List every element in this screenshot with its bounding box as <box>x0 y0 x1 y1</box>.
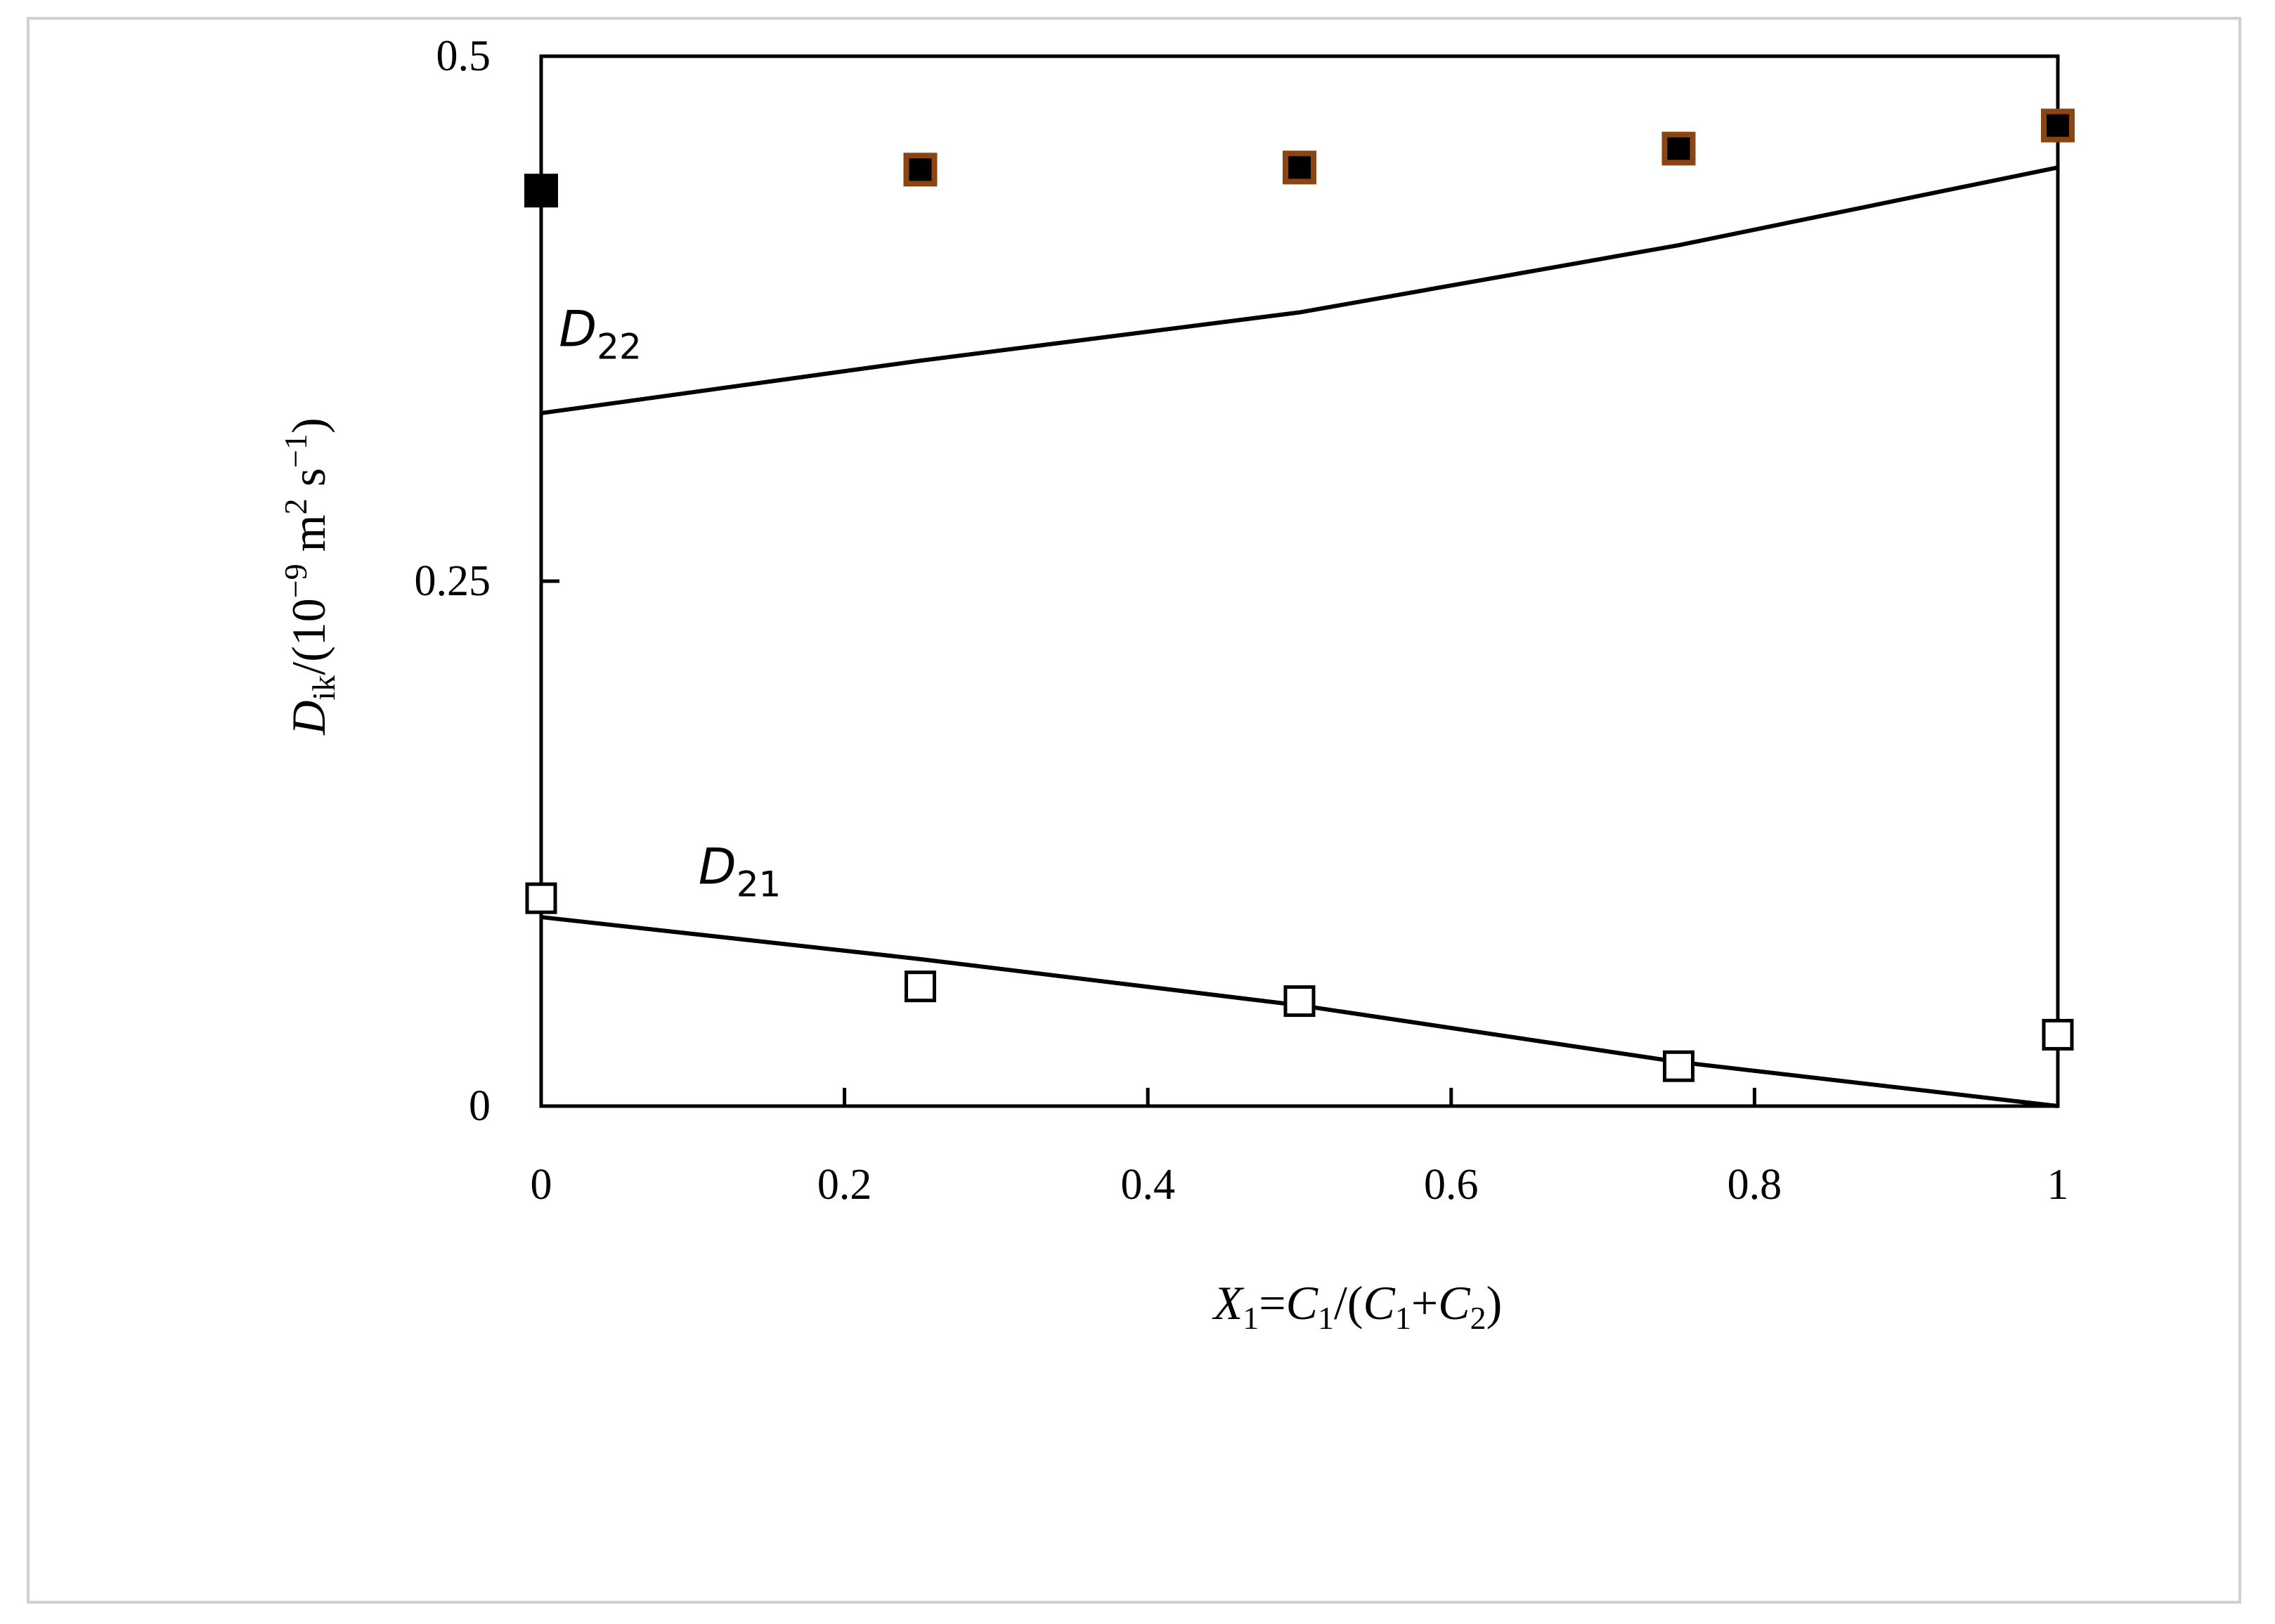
series-layer <box>524 108 2075 1108</box>
x-tick-label: 0.8 <box>1728 1161 1782 1209</box>
x-tick-label: 0.2 <box>817 1161 872 1209</box>
y-ticks: 0 0.25 0.5 <box>415 32 559 1130</box>
y-axis-title: Dik/(10−9 m2 s−1) <box>278 417 342 735</box>
y-tick-label: 0.5 <box>436 32 491 80</box>
data-point <box>2042 1018 2074 1051</box>
data-point <box>903 152 938 187</box>
annotation-layer: D22 D21 <box>559 300 781 904</box>
x-tick-label: 0.6 <box>1424 1161 1479 1209</box>
y-tick-label: 0.25 <box>415 557 491 605</box>
data-point <box>525 882 557 914</box>
x-ticks: 0 0.2 0.4 0.6 0.8 1 <box>531 1088 2069 1209</box>
figure-frame <box>27 17 2241 1604</box>
series-label: D22 <box>559 300 642 367</box>
data-point <box>524 174 558 208</box>
x-axis-title: X1=C1/(C1+C2) <box>1212 1276 1503 1336</box>
x-tick-label: 1 <box>2047 1161 2069 1209</box>
x-tick-label: 0.4 <box>1120 1161 1175 1209</box>
series-label: D21 <box>699 838 782 904</box>
data-point <box>905 970 936 1003</box>
data-point <box>1283 985 1316 1018</box>
y-tick-label: 0 <box>469 1082 491 1130</box>
data-point <box>1663 1050 1694 1082</box>
data-point <box>2041 108 2075 143</box>
data-point <box>1661 131 1696 166</box>
data-point <box>1283 150 1316 185</box>
x-tick-label: 0 <box>531 1161 552 1209</box>
series-line <box>540 165 2059 415</box>
